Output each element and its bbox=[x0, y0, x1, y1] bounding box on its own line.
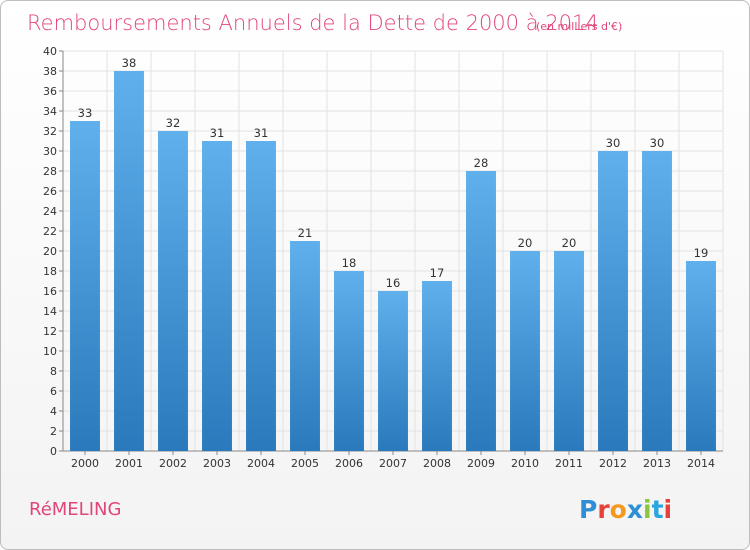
x-tick-label-2000: 2000 bbox=[71, 457, 99, 470]
bar-2003 bbox=[202, 141, 232, 451]
bar-2010 bbox=[510, 251, 540, 451]
y-tick-label: 18 bbox=[43, 265, 57, 278]
x-tick-label-2008: 2008 bbox=[423, 457, 451, 470]
x-tick-label-2005: 2005 bbox=[291, 457, 319, 470]
data-label-2009: 28 bbox=[474, 156, 489, 170]
data-label-2000: 33 bbox=[78, 106, 93, 120]
bar-2008 bbox=[422, 281, 452, 451]
data-label-2004: 31 bbox=[254, 126, 269, 140]
data-label-2014: 19 bbox=[694, 246, 709, 260]
x-tick-label-2013: 2013 bbox=[643, 457, 671, 470]
y-tick-label: 24 bbox=[43, 205, 57, 218]
y-tick-label: 16 bbox=[43, 285, 57, 298]
data-label-2003: 31 bbox=[210, 126, 225, 140]
data-label-2001: 38 bbox=[122, 56, 137, 70]
x-tick-label-2002: 2002 bbox=[159, 457, 187, 470]
proxiti-logo: Proxiti bbox=[579, 495, 672, 524]
y-tick-label: 2 bbox=[50, 425, 57, 438]
x-tick-label-2006: 2006 bbox=[335, 457, 363, 470]
y-tick-label: 28 bbox=[43, 165, 57, 178]
y-tick-label: 14 bbox=[43, 305, 57, 318]
y-tick-label: 6 bbox=[50, 385, 57, 398]
logo-letter: r bbox=[597, 495, 610, 524]
data-label-2008: 17 bbox=[430, 266, 445, 280]
commune-name: RéMELING bbox=[29, 499, 121, 520]
data-label-2013: 30 bbox=[650, 136, 665, 150]
bar-2006 bbox=[334, 271, 364, 451]
y-tick-label: 30 bbox=[43, 145, 57, 158]
bar-2007 bbox=[378, 291, 408, 451]
data-label-2011: 20 bbox=[562, 236, 577, 250]
chart-subtitle: (en milliers d'€) bbox=[536, 20, 622, 33]
data-label-2005: 21 bbox=[298, 226, 313, 240]
x-tick-label-2003: 2003 bbox=[203, 457, 231, 470]
y-tick-label: 26 bbox=[43, 185, 57, 198]
logo-letter: i bbox=[643, 495, 652, 524]
bar-2013 bbox=[642, 151, 672, 451]
data-label-2006: 18 bbox=[342, 256, 357, 270]
logo-letter: i bbox=[664, 495, 673, 524]
x-tick-label-2009: 2009 bbox=[467, 457, 495, 470]
bar-2009 bbox=[466, 171, 496, 451]
data-label-2012: 30 bbox=[606, 136, 621, 150]
y-tick-label: 34 bbox=[43, 105, 57, 118]
bar-2005 bbox=[290, 241, 320, 451]
y-tick-label: 4 bbox=[50, 405, 57, 418]
y-tick-label: 8 bbox=[50, 365, 57, 378]
x-tick-labels: 2000 2001 2002 2003 2004 2005 2006 2007 2008 2009… bbox=[71, 457, 715, 470]
data-label-2010: 20 bbox=[518, 236, 533, 250]
y-tick-label: 22 bbox=[43, 225, 57, 238]
y-tick-label: 10 bbox=[43, 345, 57, 358]
data-label-2002: 32 bbox=[166, 116, 181, 130]
y-tick-label: 0 bbox=[50, 445, 57, 458]
logo-letter: P bbox=[579, 495, 597, 524]
y-tick-label: 12 bbox=[43, 325, 57, 338]
y-tick-label: 32 bbox=[43, 125, 57, 138]
bars bbox=[70, 71, 716, 451]
x-tick-label-2014: 2014 bbox=[687, 457, 715, 470]
y-tick-label: 20 bbox=[43, 245, 57, 258]
data-label-2007: 16 bbox=[386, 276, 401, 290]
x-tick-label-2012: 2012 bbox=[599, 457, 627, 470]
bar-2000 bbox=[70, 121, 100, 451]
bar-2004 bbox=[246, 141, 276, 451]
logo-letter: x bbox=[627, 495, 643, 524]
bar-2002 bbox=[158, 131, 188, 451]
logo-letter: t bbox=[652, 495, 664, 524]
bar-2001 bbox=[114, 71, 144, 451]
chart-title: Remboursements Annuels de la Dette de 20… bbox=[27, 11, 599, 35]
bar-2011 bbox=[554, 251, 584, 451]
y-tick-label: 36 bbox=[43, 85, 57, 98]
x-tick-label-2001: 2001 bbox=[115, 457, 143, 470]
logo-letter: o bbox=[610, 495, 627, 524]
x-tick-label-2007: 2007 bbox=[379, 457, 407, 470]
x-tick-label-2011: 2011 bbox=[555, 457, 583, 470]
y-tick-label: 40 bbox=[43, 45, 57, 58]
x-tick-label-2010: 2010 bbox=[511, 457, 539, 470]
bar-2014 bbox=[686, 261, 716, 451]
data-labels: 33 38 32 31 31 21 18 16 17 28 20 20 30 30 19 bbox=[78, 56, 709, 290]
y-tick-label: 38 bbox=[43, 65, 57, 78]
bar-2012 bbox=[598, 151, 628, 451]
x-tick-label-2004: 2004 bbox=[247, 457, 275, 470]
